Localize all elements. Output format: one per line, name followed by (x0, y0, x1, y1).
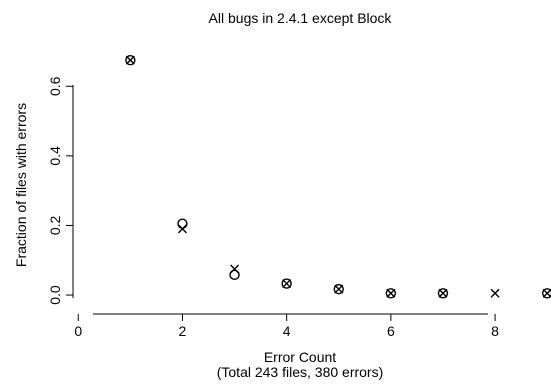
x-marker-point (334, 284, 344, 294)
circle-point (333, 283, 344, 295)
circle-point (177, 218, 188, 229)
x-tick-label: 4 (283, 323, 291, 339)
x-marker-point (386, 288, 396, 298)
chart-title: All bugs in 2.4.1 except Block (209, 10, 393, 26)
y-tick-label: 0.2 (47, 216, 63, 236)
circle-point (229, 269, 240, 281)
x-tick-label: 6 (387, 323, 395, 339)
x-axis-ticks: 0 2 4 6 8 (74, 314, 499, 339)
x-marker-point (230, 264, 240, 274)
x-tick-label: 8 (491, 323, 499, 339)
x-axis-sublabel: (Total 243 files, 380 errors) (217, 364, 384, 380)
circle-point (281, 278, 292, 289)
x-marker-point (438, 288, 448, 298)
x-marker-point (125, 55, 135, 65)
x-marker-point (282, 279, 292, 289)
circle-point (385, 288, 397, 299)
x-marker-point (177, 224, 187, 234)
x-marker-point (490, 288, 500, 298)
x-tick-label: 2 (179, 323, 187, 339)
y-axis-label: Fraction of files with errors (13, 103, 29, 267)
circle-point (437, 288, 449, 299)
y-tick-label: 0.0 (47, 285, 63, 305)
x-axis-label: Error Count (264, 349, 336, 365)
data-points (125, 54, 551, 299)
y-tick-label: 0.4 (47, 146, 63, 166)
circle-point (541, 288, 551, 299)
circle-point (125, 54, 136, 66)
y-tick-label: 0.6 (47, 76, 63, 96)
y-axis-ticks: 0.0 0.2 0.4 0.6 (47, 76, 73, 305)
x-tick-label: 0 (74, 323, 82, 339)
x-marker-point (542, 288, 551, 298)
